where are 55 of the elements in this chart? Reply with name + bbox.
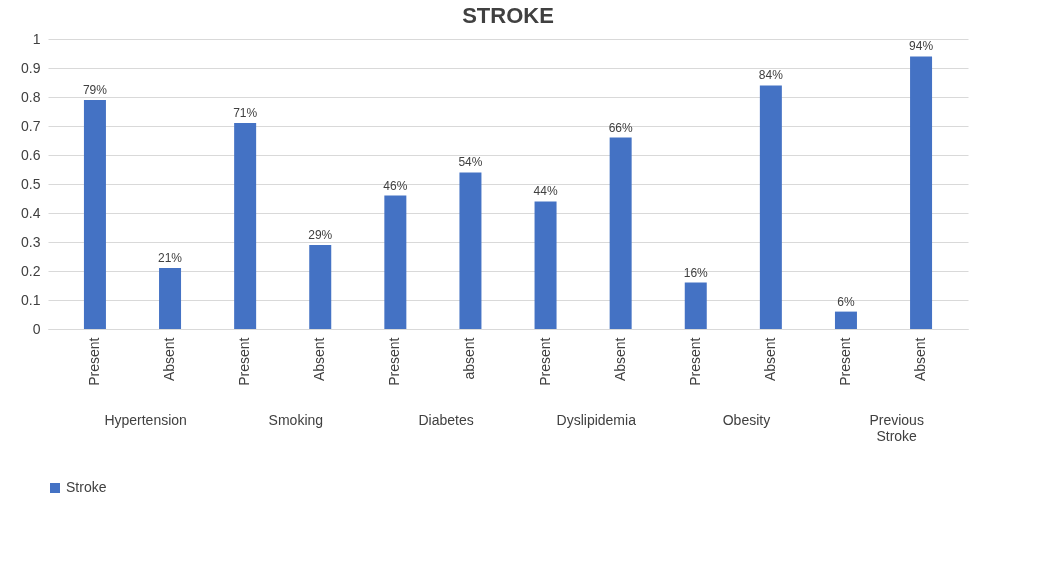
- bar: [534, 201, 557, 329]
- chart-title: STROKE: [462, 3, 554, 28]
- x-tick-label: Present: [85, 337, 102, 386]
- y-tick-label: 0.4: [21, 204, 41, 221]
- x-tick-label: Present: [236, 337, 253, 386]
- y-tick-label: 0.3: [21, 233, 41, 250]
- y-tick-label: 0.6: [21, 146, 41, 163]
- bar: [384, 195, 407, 329]
- data-label: 29%: [308, 227, 333, 242]
- y-tick-label: 0.5: [21, 175, 41, 192]
- x-tick-label: Absent: [611, 337, 628, 382]
- data-label: 94%: [909, 39, 934, 54]
- data-label: 79%: [82, 82, 108, 97]
- legend-label: Stroke: [66, 479, 107, 495]
- bar: [834, 311, 857, 329]
- text: Obesity: [722, 412, 771, 428]
- x-tick-label: Absent: [311, 337, 328, 382]
- text: Previous Stroke: [869, 412, 924, 444]
- data-label: 16%: [683, 265, 709, 280]
- data-label: 66%: [608, 120, 633, 135]
- data-label: 6%: [837, 294, 855, 309]
- x-tick-label: Absent: [761, 337, 778, 382]
- x-tick-label: Present: [686, 337, 703, 386]
- y-tick-label: 0.8: [21, 88, 41, 105]
- bar: [459, 172, 482, 329]
- x-tick-label: Present: [536, 337, 553, 386]
- text: Smoking: [268, 412, 324, 428]
- data-label: 21%: [158, 251, 183, 266]
- y-tick-label: 0.9: [21, 59, 41, 76]
- text: Diabetes: [418, 412, 474, 428]
- text: Dyslipidemia: [556, 412, 637, 428]
- y-tick-label: 0: [32, 320, 41, 337]
- y-tick-label: 1: [32, 30, 41, 47]
- data-label: 54%: [458, 155, 483, 170]
- text: Hypertension: [104, 412, 187, 428]
- x-tick-label: Present: [836, 337, 853, 386]
- bar: [309, 244, 332, 329]
- x-tick-label: Absent: [912, 337, 929, 382]
- bar: [910, 56, 933, 329]
- bar: [159, 268, 182, 329]
- bar: [83, 99, 106, 329]
- data-label: 84%: [758, 68, 784, 83]
- data-label: 46%: [383, 178, 408, 193]
- bar: [234, 123, 257, 329]
- bar: [684, 282, 707, 329]
- x-tick-label: Present: [386, 337, 403, 386]
- y-tick-label: 0.1: [21, 291, 41, 308]
- data-label: 44%: [533, 184, 558, 199]
- x-tick-label: Absent: [161, 337, 178, 382]
- bar: [609, 137, 632, 329]
- data-label: 71%: [233, 106, 258, 121]
- y-tick-label: 0.7: [21, 117, 41, 134]
- y-tick-label: 0.2: [21, 262, 41, 279]
- x-tick-label: absent: [461, 337, 478, 380]
- bar: [759, 85, 782, 329]
